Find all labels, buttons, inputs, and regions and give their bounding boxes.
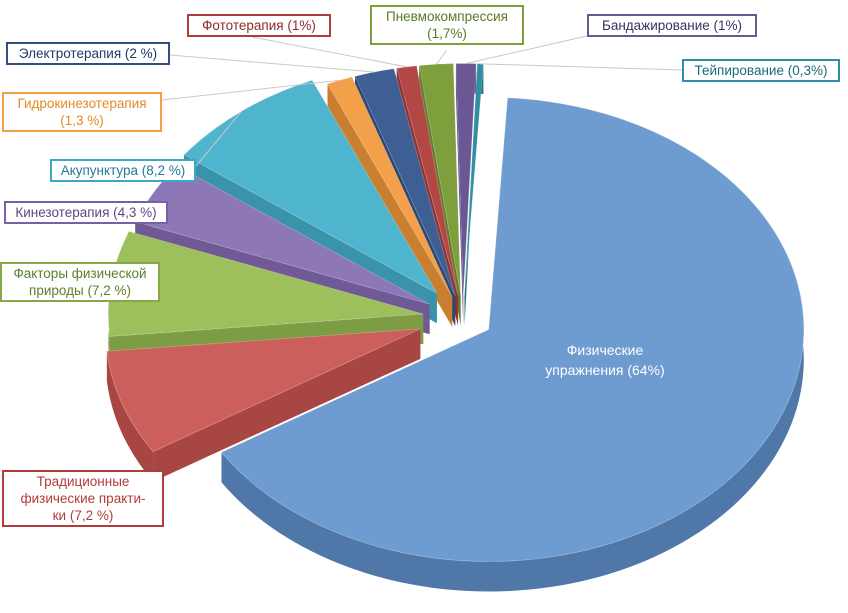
slice-6 xyxy=(354,68,456,297)
label-kinesiotherapy: Кинезотерапия (4,3 %) xyxy=(4,201,168,224)
slice-cut-5 xyxy=(327,83,453,327)
leader-lines xyxy=(161,32,683,167)
slice-9 xyxy=(455,63,477,296)
slice-7 xyxy=(396,65,459,296)
slice-cut-1 xyxy=(153,328,421,482)
slice-5 xyxy=(326,76,453,298)
label-hydrokinesiotherapy: Гидрокинезотерапия (1,3 %) xyxy=(2,92,162,132)
label-pneumocompression: Пневмокомпрессия (1,7%) xyxy=(370,5,524,45)
slice-8 xyxy=(418,63,462,296)
leader-line-6 xyxy=(169,54,375,73)
label-natural-factors: Факторы физической природы (7,2 %) xyxy=(0,262,160,302)
label-acupuncture: Акупунктура (8,2 %) xyxy=(50,159,196,182)
slice-side-1 xyxy=(106,351,154,482)
slice-cut-9 xyxy=(455,63,464,326)
label-taping: Тейпирование (0,3%) xyxy=(682,59,840,82)
label-bandaging: Бандажирование (1%) xyxy=(587,14,757,37)
leader-line-4 xyxy=(195,111,242,167)
leader-line-10 xyxy=(480,63,683,71)
label-phototherapy: Фототерапия (1%) xyxy=(187,14,331,37)
label-traditional-practices: Традиционные физические практи- ки (7,2 … xyxy=(2,470,164,527)
label-electrotherapy: Электротерапия (2 %) xyxy=(6,42,170,65)
slice-0 xyxy=(220,97,805,562)
leader-line-5 xyxy=(161,79,340,101)
slice-4 xyxy=(183,79,439,295)
pie-top-layer xyxy=(106,63,805,562)
label-physical-exercise: Физические упражнения (64%) xyxy=(545,342,665,378)
slice-1 xyxy=(106,328,421,453)
leader-line-7 xyxy=(251,36,407,68)
leader-line-9 xyxy=(465,32,601,64)
leader-line-8 xyxy=(435,49,448,65)
